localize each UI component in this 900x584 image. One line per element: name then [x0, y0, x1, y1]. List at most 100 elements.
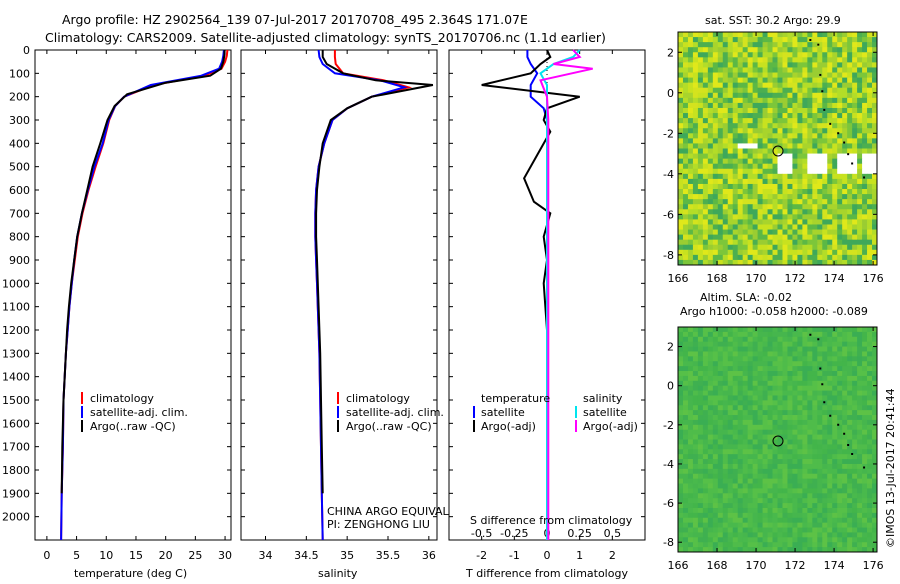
heatmap-cell [802, 47, 808, 53]
heatmap-cell [767, 229, 773, 236]
heatmap-cell [777, 395, 783, 401]
heatmap-cell [782, 434, 788, 440]
heatmap-cell [742, 47, 749, 53]
heatmap-cell [777, 488, 783, 494]
imos-credit: ©IMOS 13-Jul-2017 20:41:44 [884, 388, 897, 548]
heatmap-cell [692, 72, 699, 78]
heatmap-cell [867, 37, 873, 43]
lat-tick-label: -4 [663, 458, 674, 471]
heatmap-cell [807, 229, 813, 236]
heatmap-cell [702, 229, 709, 236]
heatmap-cell [772, 173, 778, 180]
heatmap-cell [857, 87, 863, 94]
heatmap-cell [707, 77, 714, 84]
heatmap-cell [717, 419, 724, 426]
heatmap-cell [872, 444, 878, 450]
heatmap-cell [847, 356, 853, 362]
heatmap-cell [767, 219, 773, 225]
heatmap-cell [812, 259, 818, 266]
heatmap-cell [822, 419, 828, 426]
heatmap-cell [727, 327, 734, 333]
heatmap-cell [827, 327, 833, 333]
heatmap-cell [772, 57, 778, 63]
island-mark [843, 432, 846, 435]
lon-tick-label: 168 [707, 559, 728, 572]
heatmap-cell [867, 542, 873, 548]
heatmap-cell [807, 346, 813, 352]
heatmap-cell [827, 336, 833, 343]
heatmap-cell [862, 503, 868, 509]
heatmap-cell [772, 77, 778, 84]
x-tick-label: 36 [422, 549, 436, 562]
heatmap-cell [727, 361, 734, 367]
heatmap-cell [692, 204, 699, 210]
heatmap-cell [852, 92, 858, 99]
heatmap-cell [787, 209, 793, 215]
depth-tick-label: 1400 [2, 371, 30, 384]
heatmap-cell [722, 507, 729, 514]
heatmap-cell [712, 341, 719, 347]
heatmap-cell [687, 371, 694, 377]
heatmap-cell [847, 327, 853, 333]
heatmap-cell [867, 341, 873, 347]
heatmap-cell [782, 163, 788, 170]
heatmap-cell [787, 449, 793, 455]
heatmap-cell [727, 493, 734, 499]
temperature-lines [60, 49, 229, 541]
heatmap-cell [822, 113, 828, 119]
heatmap-cell [742, 118, 749, 124]
heatmap-cell [797, 57, 803, 63]
heatmap-cell [742, 234, 749, 241]
heatmap-cell [687, 419, 694, 426]
heatmap-cell [732, 327, 739, 333]
lon-tick-label: 174 [824, 272, 845, 285]
heatmap-cell [737, 92, 744, 99]
heatmap-cell [682, 87, 689, 94]
heatmap-cell [857, 249, 863, 256]
heatmap-cell [802, 254, 808, 261]
heatmap-cell [797, 507, 803, 514]
heatmap-cell [837, 77, 843, 84]
heatmap-cell [777, 52, 783, 58]
heatmap-cell [732, 331, 739, 338]
heatmap-cell [772, 204, 778, 210]
heatmap-cell [782, 42, 788, 48]
heatmap-cell [717, 507, 724, 514]
heatmap-cell [717, 199, 724, 205]
heatmap-cell [697, 493, 704, 499]
heatmap-cell [692, 87, 699, 94]
heatmap-cell [812, 488, 818, 494]
heatmap-cell [787, 380, 793, 387]
heatmap-cell [802, 97, 808, 104]
heatmap-cell [707, 366, 714, 372]
heatmap-cell [837, 67, 843, 73]
heatmap-cell [872, 183, 878, 190]
heatmap-cell [717, 346, 724, 352]
heatmap-cell [802, 341, 808, 347]
heatmap-cell [687, 400, 694, 406]
heatmap-cell [702, 153, 709, 160]
heatmap-cell [702, 341, 709, 347]
heatmap-cell [847, 229, 853, 236]
heatmap-cell [827, 351, 833, 357]
heatmap-cell [832, 123, 838, 129]
heatmap-cell [827, 439, 833, 445]
heatmap-cell [752, 168, 759, 175]
heatmap-cell [772, 234, 778, 241]
s-diff-tick-label: -0.25 [500, 527, 528, 540]
heatmap-cell [682, 488, 689, 494]
heatmap-cell [842, 204, 848, 210]
lon-tick-label: 172 [785, 272, 806, 285]
heatmap-cell [697, 249, 704, 256]
heatmap-cell [812, 67, 818, 73]
heatmap-cell [717, 390, 724, 396]
heatmap-cell [782, 173, 788, 180]
heatmap-cell [842, 444, 848, 450]
heatmap-cell [762, 527, 768, 533]
heatmap-cell [707, 527, 714, 533]
heatmap-cell [867, 42, 873, 48]
heatmap-cell [807, 178, 813, 185]
heatmap-cell [767, 346, 773, 352]
heatmap-cell [797, 133, 803, 139]
